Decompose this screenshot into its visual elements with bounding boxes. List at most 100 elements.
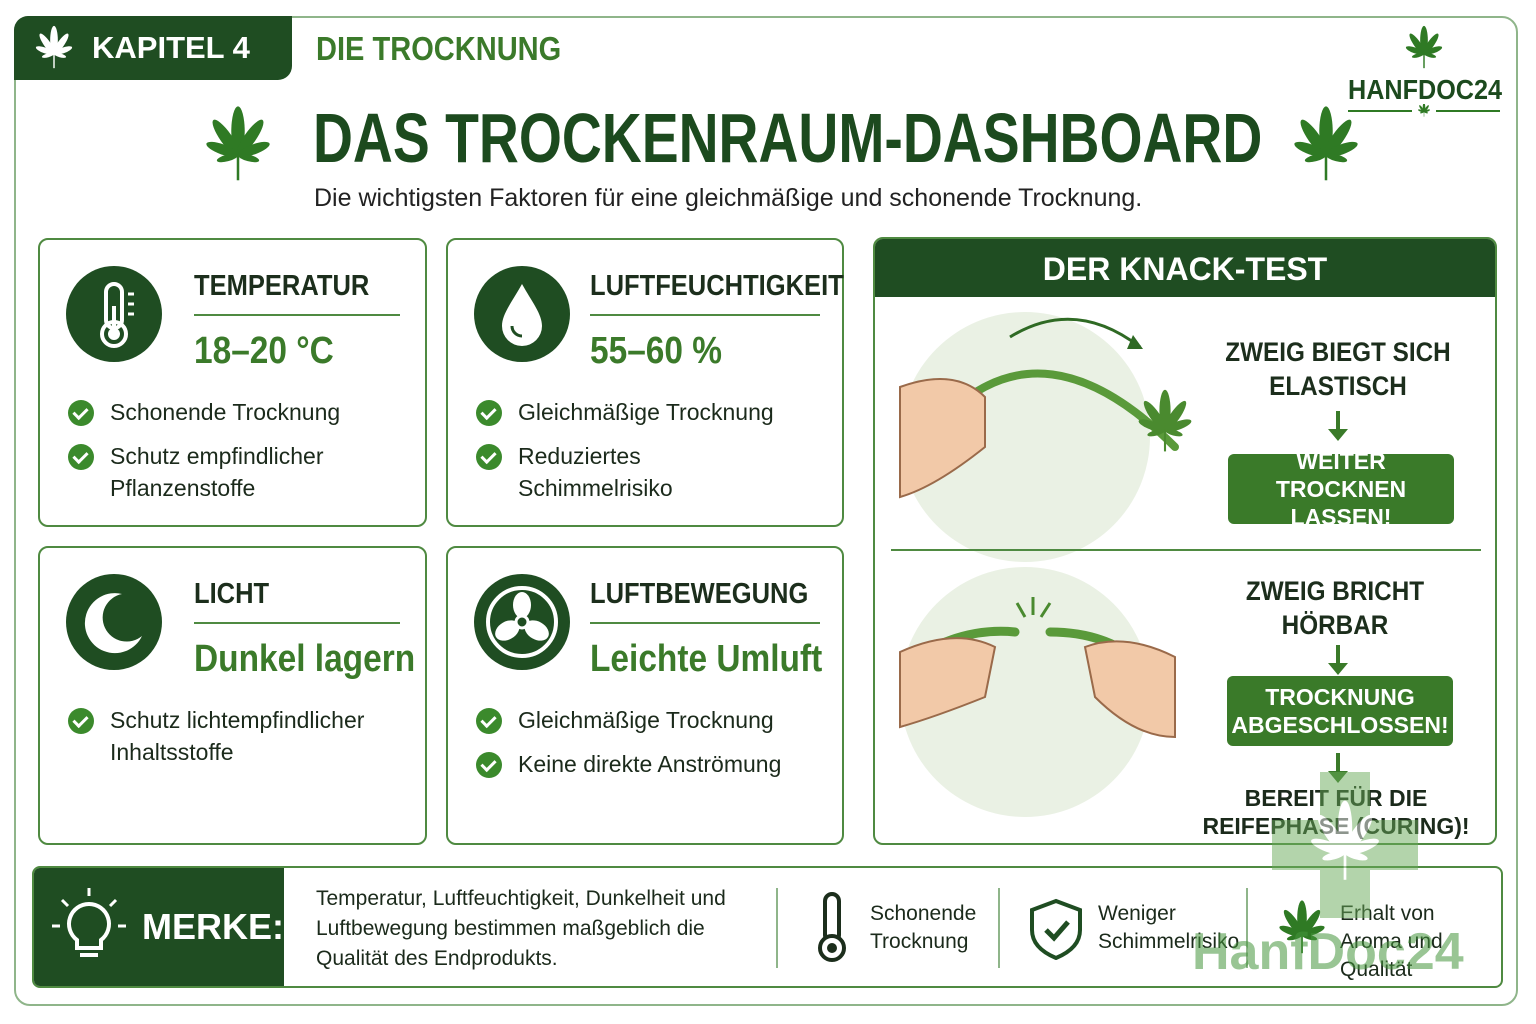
- point: Gleichmäßige Trocknung: [476, 704, 796, 736]
- decor-ellipse: [513, 592, 531, 618]
- brand-leaf: [1398, 24, 1450, 72]
- point: Schutz empfindlicher Pflanzenstoffe: [68, 440, 350, 504]
- arrow: [1328, 753, 1348, 783]
- decor-line: [108, 898, 118, 908]
- benefit: Schonende Trocknung: [870, 902, 977, 953]
- point-list: Schutz lichtempfindlicher Inhaltsstoffe: [68, 704, 388, 780]
- decor-ellipse: [495, 620, 520, 641]
- decor-use: [205, 106, 272, 180]
- point: Keine direkte Anströmung: [476, 748, 796, 780]
- point: Schutz lichtempfindlicher Inhaltsstoffe: [68, 704, 370, 768]
- knack-test-panel: DER KNACK-TEST ZWEIG BIEGT SICH ELASTISC…: [873, 237, 1497, 845]
- decor-path: [510, 325, 523, 338]
- decor-circle: [827, 943, 837, 953]
- merke-block: MERKE:: [34, 868, 284, 986]
- panel-title: DER KNACK-TEST: [875, 239, 1495, 297]
- footer: MERKE: Temperatur, Luftfeuchtigkeit, Dun…: [32, 866, 1503, 988]
- merke-label: MERKE:: [142, 906, 284, 947]
- shield-icon: [1030, 898, 1082, 960]
- brand-rule: [1348, 104, 1500, 118]
- illustration: [899, 312, 1205, 817]
- icon: [66, 574, 162, 670]
- decor-g: [52, 888, 126, 928]
- decor-use: [35, 26, 73, 68]
- benefit: Erhalt von Aroma und Qualität: [1340, 902, 1443, 981]
- decor-g: [495, 592, 549, 641]
- decor-circle: [514, 614, 530, 630]
- decor-path: [1127, 335, 1143, 349]
- condition: ZWEIG BIEGT SICH ELASTISCH: [1225, 337, 1451, 401]
- rule: [590, 622, 820, 624]
- rule: [194, 314, 400, 316]
- action: WEITER TROCKNEN LASSEN!: [1228, 448, 1454, 530]
- card-title: LUFTBEWEGUNG: [590, 578, 809, 610]
- benefit: Weniger Schimmelrisiko: [1098, 902, 1240, 953]
- decor-circle: [108, 328, 120, 340]
- watermark: HanfDoc24: [1192, 923, 1464, 981]
- decor-rect: [112, 306, 116, 334]
- brand: HANFDOC24: [1348, 74, 1503, 105]
- condition: ZWEIG BRICHT HÖRBAR: [1245, 576, 1425, 640]
- moon-icon: [84, 593, 142, 654]
- card-title: TEMPERATUR: [194, 270, 370, 302]
- decor-path: [84, 593, 142, 654]
- watermark-cross: [1272, 772, 1418, 918]
- leaf-icon: [30, 24, 78, 72]
- card-value: Leichte Umluft: [590, 638, 823, 680]
- arrow: [1328, 645, 1348, 675]
- point: Reduziertes Schimmelrisiko: [476, 440, 796, 504]
- decor-use: [1405, 26, 1443, 68]
- decor-path: [1083, 640, 1176, 739]
- decor-use: [1418, 104, 1431, 117]
- drop-icon: [502, 284, 542, 346]
- decor-path: [1009, 317, 1141, 349]
- title: DAS TROCKENRAUM-DASHBOARD: [313, 99, 1263, 177]
- frame: [14, 16, 1518, 1006]
- card-value: Dunkel lagern: [194, 638, 416, 680]
- divider: [998, 888, 1000, 968]
- divider: [891, 549, 1481, 551]
- point-list: Schonende Trocknung Schutz empfindlicher…: [68, 396, 388, 516]
- point-list: Gleichmäßige Trocknung Reduziertes Schim…: [476, 396, 796, 516]
- decor-circle: [486, 586, 558, 658]
- chapter: KAPITEL 4: [92, 30, 250, 65]
- icon: [474, 266, 570, 362]
- decor-g: [1015, 597, 1052, 618]
- divider: [1246, 888, 1248, 968]
- card-value: 18–20 °C: [194, 330, 334, 372]
- decor-line: [1039, 602, 1052, 618]
- point: Gleichmäßige Trocknung: [476, 396, 796, 428]
- card-title: LUFTFEUCHTIGKEIT: [590, 270, 844, 302]
- rule: [194, 622, 400, 624]
- decor-circle: [900, 567, 1150, 817]
- divider: [776, 888, 778, 968]
- card-value: 55–60 %: [590, 330, 723, 372]
- leaf-decor: [196, 100, 280, 190]
- decor-path: [1030, 898, 1082, 960]
- decor-circle: [900, 312, 1150, 562]
- card: LICHT Dunkel lagern Schutz lichtempfindl…: [38, 546, 427, 845]
- decor-path: [899, 637, 997, 729]
- subtitle: Die wichtigsten Faktoren für eine gleich…: [314, 184, 1143, 212]
- card: TEMPERATUR 18–20 °C Schonende Trocknung …: [38, 238, 427, 527]
- icon: [474, 574, 570, 670]
- bulb-icon: [52, 888, 126, 957]
- decor-line: [1015, 602, 1027, 618]
- icon: [66, 266, 162, 362]
- decor-path: [899, 378, 986, 499]
- action: TROCKNUNG ABGESCHLOSSEN!: [1227, 676, 1453, 746]
- card: LUFTBEWEGUNG Leichte Umluft Gleichmäßige…: [446, 546, 844, 845]
- decor-path: [67, 901, 111, 950]
- thermometer-icon: [100, 282, 134, 348]
- thermometer-icon: [818, 892, 846, 962]
- card: LUFTFEUCHTIGKEIT 55–60 % Gleichmäßige Tr…: [446, 238, 844, 527]
- chapter-tab: KAPITEL 4: [14, 16, 292, 80]
- decor-svg: [1418, 104, 1431, 117]
- card-title: LICHT: [194, 578, 270, 610]
- point-list: Gleichmäßige Trocknung Keine direkte Ans…: [476, 704, 796, 792]
- section: DIE TROCKNUNG: [316, 30, 562, 67]
- footer-text: Temperatur, Luftfeuchtigkeit, Dunkelheit…: [316, 887, 726, 970]
- decor-path: [1044, 920, 1070, 942]
